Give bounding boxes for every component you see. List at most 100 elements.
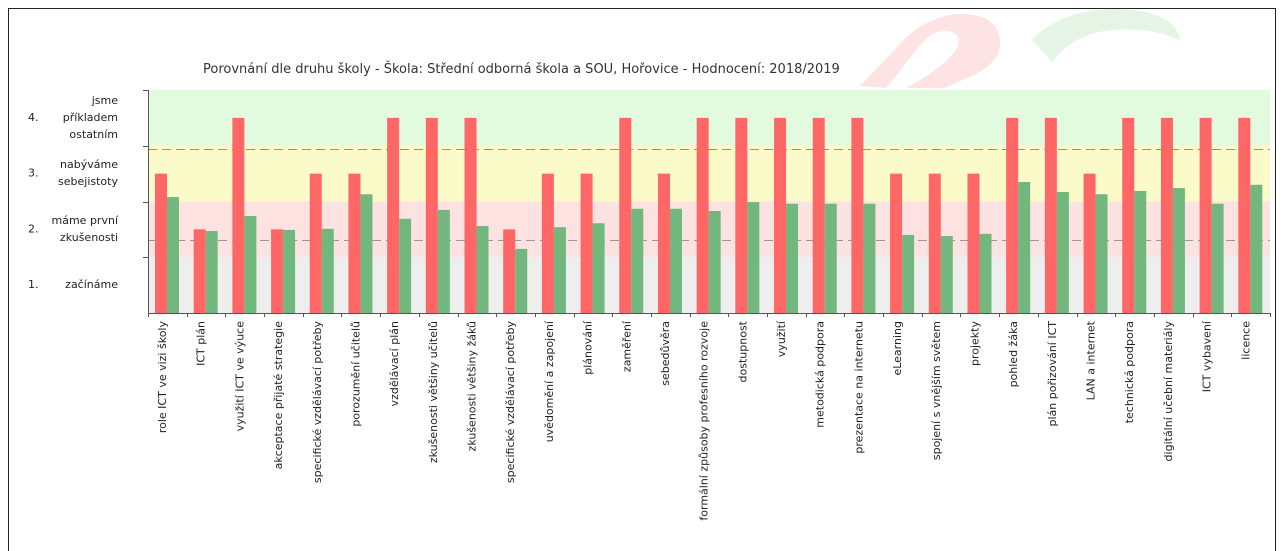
series-2-bar-6 xyxy=(360,194,373,313)
chart-title: Porovnání dle druhu školy - Škola: Střed… xyxy=(203,61,840,77)
y-level-label-1-line-1: jsme xyxy=(91,94,119,107)
level-band-4 xyxy=(148,90,1270,146)
x-tick-label-12: plánování xyxy=(582,320,595,375)
series-2-bar-27 xyxy=(1172,188,1185,313)
series-1-bar-28 xyxy=(1199,117,1212,314)
series-1-bar-29 xyxy=(1238,117,1251,314)
x-tick-label-4: akceptace přijaté strategie xyxy=(272,321,285,470)
x-axis-labels: role ICT ve vizi školy ICT plán využití IC… xyxy=(156,320,1252,521)
series-2-bar-18 xyxy=(824,203,837,313)
series-1-bar-16 xyxy=(735,117,748,314)
watermark-logo-red-shape xyxy=(860,13,1001,88)
watermark-logo-green-shape xyxy=(1032,8,1180,62)
series-1-bar-12 xyxy=(580,173,593,314)
series-2-bar-22 xyxy=(979,233,992,313)
series-2-bar-21 xyxy=(940,236,953,313)
series-1-bar-15 xyxy=(696,117,709,314)
series-1-bar-23 xyxy=(1006,117,1019,314)
series-2-bar-15 xyxy=(708,210,721,313)
series-2-bar-16 xyxy=(747,202,760,313)
series-1-bar-18 xyxy=(812,117,825,314)
series-2-bar-2 xyxy=(205,231,218,313)
series-1-bar-21 xyxy=(928,173,941,314)
series-2-bar-4 xyxy=(283,229,296,313)
series-1-bar-25 xyxy=(1083,173,1096,314)
series-1-bar-13 xyxy=(619,117,632,314)
y-axis-labels: 4. jsme příkladem ostatním 3. nabýváme sebejis… xyxy=(28,94,119,291)
series-2-bar-25 xyxy=(1095,194,1108,313)
series-1-bar-26 xyxy=(1122,117,1135,314)
series-2-bar-26 xyxy=(1134,190,1147,313)
bars xyxy=(155,117,1263,314)
series-1-bar-6 xyxy=(348,173,361,314)
x-tick-label-9: zkušenosti většiny žáků xyxy=(466,321,479,451)
axes xyxy=(143,90,1271,317)
chart-frame xyxy=(8,8,1276,551)
x-tick-label-27: digitální učební materiály xyxy=(1162,321,1175,462)
series-1-bar-27 xyxy=(1160,117,1173,314)
series-2-bar-3 xyxy=(244,216,257,313)
x-tick-label-19: prezentace na internetu xyxy=(852,321,865,454)
y-level-number-3: 2. xyxy=(28,222,39,235)
series-2-bar-29 xyxy=(1250,184,1263,313)
series-2-bar-1 xyxy=(167,197,179,313)
y-level-label-4-line-1: začínáme xyxy=(65,278,118,291)
x-tick-label-2: ICT plán xyxy=(195,321,208,366)
y-level-label-2-line-2: sebejistoty xyxy=(58,175,118,188)
series-1-bar-8 xyxy=(425,117,438,314)
x-tick-label-22: projekty xyxy=(969,321,982,367)
x-tick-label-24: plán pořizování ICT xyxy=(1046,321,1059,427)
x-tick-label-28: ICT vybavení xyxy=(1201,320,1214,392)
y-level-number-4: 1. xyxy=(28,278,39,291)
y-level-label-3-line-2: zkušenosti xyxy=(60,231,118,244)
series-1-bar-1 xyxy=(155,173,167,314)
series-1-bar-3 xyxy=(232,117,245,314)
series-1-bar-17 xyxy=(774,117,787,314)
series-2-bar-17 xyxy=(786,203,799,313)
series-1-bar-19 xyxy=(851,117,864,314)
watermark-logo xyxy=(860,8,1180,88)
series-1-bar-7 xyxy=(387,117,400,314)
series-2-bar-8 xyxy=(437,209,450,313)
x-tick-label-29: licence xyxy=(1239,321,1252,360)
series-2-bar-11 xyxy=(553,227,566,313)
y-level-label-1-line-3: ostatním xyxy=(69,128,118,141)
y-level-label-1-line-2: příkladem xyxy=(63,111,118,124)
level-band-3 xyxy=(148,145,1270,202)
x-tick-label-21: spojení s vnějším světem xyxy=(930,321,943,460)
series-1-bar-9 xyxy=(464,117,477,314)
series-2-bar-10 xyxy=(515,248,528,313)
x-tick-label-7: vzdělávací plán xyxy=(388,321,401,406)
series-1-bar-20 xyxy=(890,173,903,314)
y-level-label-3-line-1: máme první xyxy=(52,214,119,227)
x-tick-label-13: zaměření xyxy=(620,320,633,372)
series-2-bar-23 xyxy=(1018,181,1031,313)
x-tick-label-18: metodická podpora xyxy=(814,321,827,428)
series-2-bar-5 xyxy=(321,228,334,313)
x-tick-label-17: využití xyxy=(775,320,788,357)
x-tick-label-3: využití ICT ve výuce xyxy=(233,321,246,432)
y-level-number-2: 3. xyxy=(28,167,39,180)
x-tick-label-23: pohled žáka xyxy=(1007,321,1020,387)
series-1-bar-22 xyxy=(967,173,980,314)
x-tick-label-6: porozumění učitelů xyxy=(349,321,362,427)
x-tick-label-5: specifické vzdělávací potřeby xyxy=(311,321,324,484)
x-tick-label-26: technická podpora xyxy=(1123,321,1136,423)
series-1-bar-4 xyxy=(271,229,284,314)
series-1-bar-14 xyxy=(657,173,670,314)
x-tick-label-1: role ICT ve vizi školy xyxy=(156,321,169,434)
x-tick-label-20: eLearning xyxy=(891,321,904,376)
series-2-bar-9 xyxy=(476,226,489,313)
y-level-number-1: 4. xyxy=(28,111,39,124)
series-2-bar-20 xyxy=(902,234,915,313)
series-2-bar-19 xyxy=(863,203,876,313)
series-1-bar-5 xyxy=(309,173,322,314)
series-2-bar-13 xyxy=(631,208,644,313)
x-tick-label-11: uvědomění a zapojení xyxy=(543,320,556,442)
series-1-bar-24 xyxy=(1044,117,1057,314)
series-2-bar-12 xyxy=(592,223,605,313)
x-tick-label-16: dostupnost xyxy=(736,320,749,382)
x-tick-label-8: zkušenosti většiny učitelů xyxy=(427,321,440,463)
series-1-bar-11 xyxy=(541,173,554,314)
x-tick-label-15: formální způsoby profesního rozvoje xyxy=(698,321,711,521)
